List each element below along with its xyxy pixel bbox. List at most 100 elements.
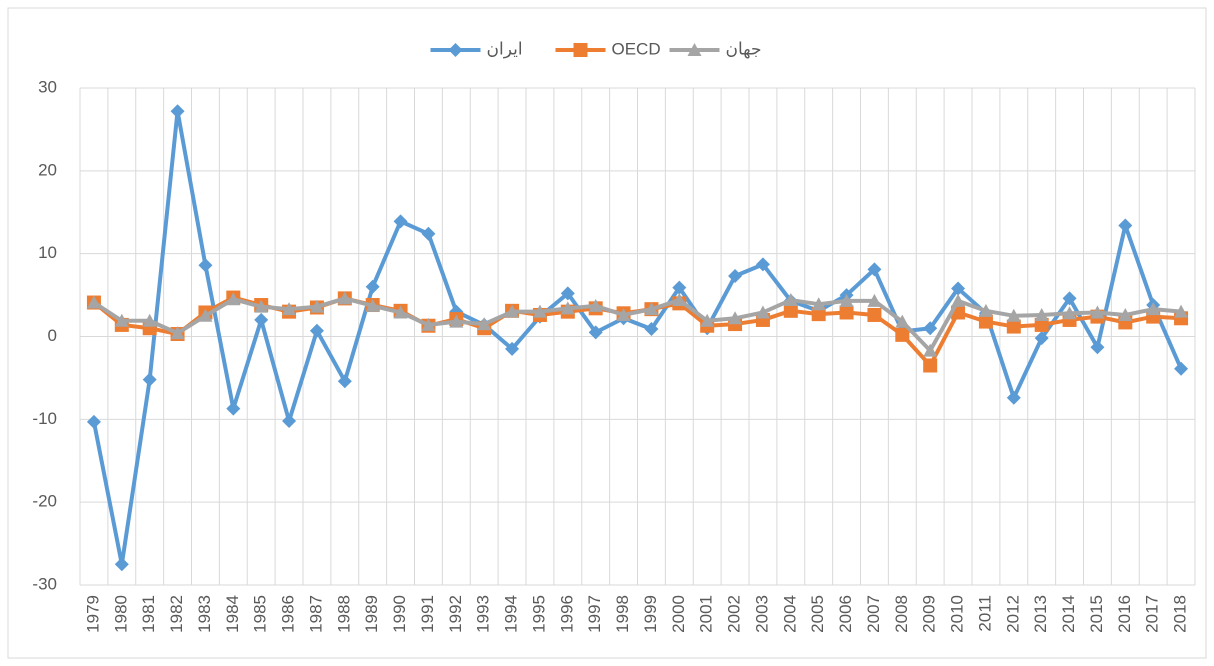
x-tick-label: 2004: [780, 595, 799, 633]
marker: [393, 305, 408, 319]
marker: [1090, 305, 1105, 319]
x-tick-label: 2018: [1171, 595, 1190, 633]
marker: [867, 293, 882, 307]
x-tick-label: 1981: [139, 595, 158, 633]
marker: [86, 414, 101, 429]
marker: [393, 214, 408, 229]
marker: [1146, 302, 1161, 316]
marker: [532, 304, 547, 318]
marker: [282, 413, 297, 428]
marker: [226, 292, 241, 306]
marker: [560, 301, 575, 315]
marker: [951, 281, 966, 296]
marker: [644, 302, 659, 316]
marker: [365, 279, 380, 294]
marker: [588, 298, 603, 312]
marker: [505, 304, 520, 318]
marker: [839, 293, 854, 307]
x-tick-label: 1991: [418, 595, 437, 633]
x-tick-label: 2014: [1059, 595, 1078, 633]
legend-label: جهان: [726, 39, 762, 59]
legend-label: OECD: [612, 39, 661, 58]
marker: [923, 358, 938, 373]
x-tick-label: 2002: [725, 595, 744, 633]
x-tick-label: 2017: [1143, 595, 1162, 633]
y-tick-label: 10: [38, 243, 57, 262]
marker: [1034, 317, 1049, 332]
marker: [700, 313, 715, 327]
x-tick-label: 1985: [251, 595, 270, 633]
marker: [142, 313, 157, 327]
marker: [254, 312, 269, 327]
x-tick-label: 2013: [1031, 595, 1050, 633]
marker: [755, 305, 770, 319]
x-tick-label: 2012: [1003, 595, 1022, 633]
marker: [1174, 361, 1189, 376]
x-tick-label: 1999: [641, 595, 660, 633]
marker: [923, 343, 938, 357]
marker: [1006, 319, 1021, 334]
legend: ایران OECD جهان: [430, 39, 762, 59]
marker: [616, 307, 631, 321]
x-tick-label: 2008: [892, 595, 911, 633]
marker: [1034, 307, 1049, 321]
marker: [728, 311, 743, 325]
marker: [198, 258, 213, 273]
marker: [226, 401, 241, 416]
marker: [978, 303, 993, 317]
marker: [170, 104, 185, 119]
x-tick-label: 1994: [502, 595, 521, 633]
marker: [839, 305, 854, 320]
marker: [365, 298, 380, 312]
x-tick-label: 2001: [697, 595, 716, 633]
marker: [1174, 304, 1189, 318]
x-tick-label: 2010: [948, 595, 967, 633]
marker: [1006, 390, 1021, 405]
marker: [309, 323, 324, 338]
x-tick-label: 1984: [223, 595, 242, 633]
x-tick-label: 1989: [362, 595, 381, 633]
y-tick-label: 0: [48, 326, 57, 345]
y-tick-label: 30: [38, 77, 57, 96]
chart-border: [7, 7, 1207, 659]
x-tick-label: 2009: [920, 595, 939, 633]
marker: [687, 43, 702, 56]
x-tick-label: 2005: [808, 595, 827, 633]
x-tick-label: 1997: [585, 595, 604, 633]
x-tick-label: 2016: [1115, 595, 1134, 633]
marker: [755, 257, 770, 272]
x-tick-label: 1996: [557, 595, 576, 633]
marker: [198, 308, 213, 322]
marker: [560, 286, 575, 301]
marker: [978, 314, 993, 329]
legend-label: ایران: [487, 39, 523, 58]
marker: [170, 326, 185, 340]
series-line: [92, 296, 1182, 353]
marker: [923, 321, 938, 336]
x-tick-label: 1983: [195, 595, 214, 633]
y-tick-label: -30: [32, 574, 57, 593]
marker: [811, 297, 826, 311]
series-line: [91, 109, 1183, 567]
marker: [86, 295, 101, 309]
marker: [895, 327, 910, 342]
marker: [449, 314, 464, 328]
marker: [1062, 291, 1077, 306]
y-tick-label: -20: [32, 492, 57, 511]
x-tick-label: 1982: [167, 595, 186, 633]
y-tick-label: 20: [38, 160, 57, 179]
marker: [309, 299, 324, 313]
marker: [867, 262, 882, 277]
marker: [811, 307, 826, 322]
y-tick-label: -10: [32, 409, 57, 428]
marker: [783, 303, 798, 318]
x-tick-label: 1993: [474, 595, 493, 633]
x-tick-label: 2007: [864, 595, 883, 633]
marker: [588, 325, 603, 340]
marker: [142, 372, 157, 387]
x-tick-label: 2003: [752, 595, 771, 633]
x-tick-label: 2006: [836, 595, 855, 633]
marker: [114, 313, 129, 327]
marker: [728, 269, 743, 284]
